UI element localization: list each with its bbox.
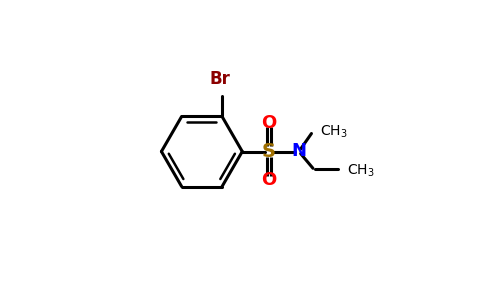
Text: O: O [261, 114, 276, 132]
Text: O: O [261, 171, 276, 189]
Text: CH$_3$: CH$_3$ [320, 123, 348, 140]
Text: CH$_3$: CH$_3$ [347, 162, 375, 178]
Text: S: S [262, 142, 276, 161]
Text: Br: Br [209, 70, 230, 88]
Text: N: N [291, 142, 306, 160]
